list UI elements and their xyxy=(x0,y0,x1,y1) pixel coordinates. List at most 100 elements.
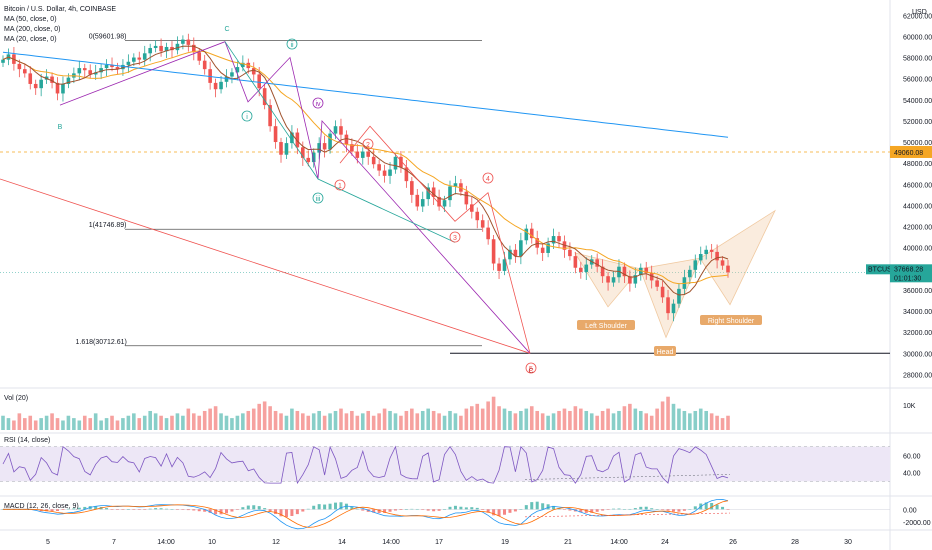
volume-bar xyxy=(579,408,583,430)
wave-label-1-circle xyxy=(334,179,346,191)
currency-label: USD xyxy=(912,9,927,16)
macd-histogram-bar xyxy=(415,508,419,510)
head-label: Head xyxy=(657,349,674,356)
volume-bar xyxy=(557,410,561,430)
candle-body xyxy=(415,194,420,207)
candle-body xyxy=(311,152,316,163)
macd-histogram-bar xyxy=(137,509,141,510)
macd-label[interactable]: MACD (12, 26, close, 9) xyxy=(4,503,79,510)
volume-bar xyxy=(268,406,272,430)
volume-bar xyxy=(371,415,376,430)
volume-bar xyxy=(50,413,54,430)
candle-body xyxy=(110,64,114,68)
rsi-label[interactable]: RSI (14, close) xyxy=(4,437,51,444)
candle-body xyxy=(284,143,289,155)
candle-body xyxy=(257,74,262,89)
volume-bar xyxy=(715,415,719,430)
volume-bar xyxy=(617,410,621,430)
price-tick-label: 48000.00 xyxy=(903,161,932,168)
candle-body xyxy=(213,82,218,90)
volume-bar xyxy=(115,420,120,430)
macd-histogram-bar xyxy=(263,508,267,510)
macd-histogram-bar xyxy=(410,508,414,510)
ma20-line xyxy=(2,45,729,296)
volume-bar xyxy=(33,420,38,430)
candle-body xyxy=(568,249,572,257)
left-shoulder-label: Left Shoulder xyxy=(585,323,627,330)
candle-body xyxy=(153,45,158,49)
ma20-legend[interactable]: MA (20, close, 0) xyxy=(4,36,57,43)
candle-body xyxy=(720,260,725,266)
macd-histogram-bar xyxy=(165,508,169,510)
volume-bar xyxy=(377,413,381,430)
volume-bar xyxy=(93,413,98,430)
macd-histogram-bar xyxy=(432,509,436,512)
candle-body xyxy=(235,67,240,73)
candle-body xyxy=(170,46,174,51)
macd-histogram-bar xyxy=(372,509,376,513)
macd-histogram-bar xyxy=(192,509,196,511)
candle-body xyxy=(148,48,152,54)
macd-histogram-bar xyxy=(633,508,637,510)
macd-histogram-bar xyxy=(612,508,616,510)
candle-body xyxy=(660,286,665,298)
macd-histogram-bar xyxy=(568,509,572,511)
ma200-legend[interactable]: MA (200, close, 0) xyxy=(4,26,61,33)
right-shoulder-shape xyxy=(699,209,776,306)
macd-line xyxy=(3,498,729,530)
volume-bar xyxy=(595,415,599,430)
volume-bar xyxy=(546,415,550,430)
macd-histogram-bar xyxy=(595,509,599,512)
candle-body xyxy=(121,64,125,70)
candle-body xyxy=(93,72,98,75)
volume-bar xyxy=(524,408,529,430)
candle-body xyxy=(339,126,343,135)
candle-body xyxy=(513,249,518,257)
macd-histogram-bar xyxy=(50,509,54,512)
volume-bar xyxy=(655,408,659,430)
candle-body xyxy=(115,67,120,70)
volume-bar xyxy=(486,401,490,430)
volume-bar xyxy=(568,410,572,430)
volume-bar xyxy=(23,418,27,430)
right-shoulder-label: Right Shoulder xyxy=(708,318,755,325)
candle-body xyxy=(557,236,561,242)
candle-body xyxy=(328,133,332,150)
volume-label[interactable]: Vol (20) xyxy=(4,395,29,402)
price-tick-label: 30000.00 xyxy=(903,351,932,358)
macd-histogram-bar xyxy=(453,505,457,510)
candle-body xyxy=(671,303,676,314)
volume-bar xyxy=(709,413,714,430)
time-axis-label: 26 xyxy=(729,539,737,546)
macd-histogram-bar xyxy=(606,509,610,510)
price-tick-label: 32000.00 xyxy=(903,330,932,337)
candle-body xyxy=(1,59,5,63)
volume-bar xyxy=(628,403,632,430)
macd-histogram-bar xyxy=(105,508,109,510)
macd-tick-label: -2000.00 xyxy=(903,520,931,527)
volume-bar xyxy=(404,410,409,430)
ma50-legend[interactable]: MA (50, close, 0) xyxy=(4,16,57,23)
volume-bar xyxy=(6,418,11,430)
macd-histogram-bar xyxy=(94,506,98,510)
price-tick-label: 56000.00 xyxy=(903,77,932,84)
macd-histogram-bar xyxy=(530,502,534,510)
volume-bar xyxy=(562,408,567,430)
candle-body xyxy=(437,196,441,207)
macd-histogram-bar xyxy=(508,509,512,513)
candle-body xyxy=(404,167,409,182)
candle-body xyxy=(486,227,490,240)
volume-bar xyxy=(519,410,523,430)
macd-histogram-bar xyxy=(383,509,387,513)
candle-body xyxy=(202,60,207,70)
trend-line xyxy=(0,178,531,354)
candle-body xyxy=(399,156,403,168)
candle-body xyxy=(431,187,436,197)
candle-body xyxy=(61,83,65,94)
wave-label-ii-circle xyxy=(286,38,298,50)
volume-bar xyxy=(197,415,202,430)
candle-body xyxy=(126,61,131,65)
volume-bar xyxy=(181,415,185,430)
